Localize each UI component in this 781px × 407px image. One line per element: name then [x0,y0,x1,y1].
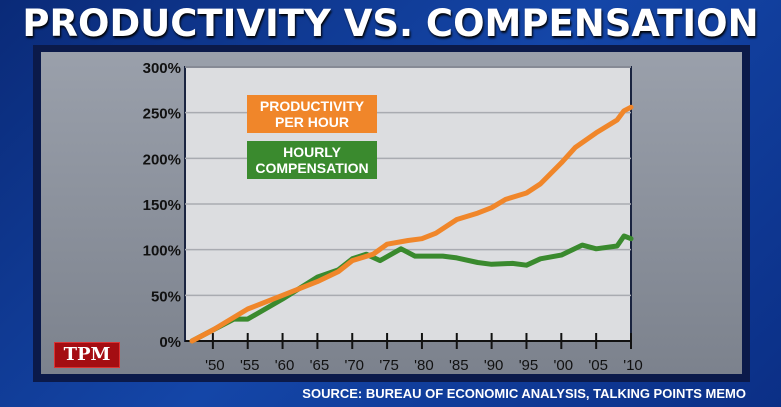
x-tick-label: '85 [449,357,469,374]
y-tick-label: 200% [143,151,181,168]
x-tick-label: '70 [344,357,364,374]
source-note: SOURCE: BUREAU OF ECONOMIC ANALYSIS, TAL… [302,386,746,401]
legend-productivity-label: PRODUCTIVITY [260,98,365,114]
legend-compensation-box [247,141,377,179]
legend-productivity-label: PER HOUR [275,114,349,130]
legend-compensation-label: HOURLY [283,144,341,160]
x-tick-label: '50 [205,357,225,374]
series-line-compensation [189,233,634,344]
chart-title: PRODUCTIVITY VS. COMPENSATION [22,2,759,45]
x-tick-label: '75 [379,357,399,374]
y-tick-label: 150% [143,197,181,214]
legend-compensation-label: COMPENSATION [255,160,368,176]
x-tick-label: '00 [554,357,574,374]
legend-productivity-box [247,95,377,133]
y-tick-label: 100% [143,243,181,260]
y-tick-label: 250% [143,106,181,123]
x-tick-label: '10 [623,357,643,374]
x-tick-label: '55 [240,357,260,374]
x-tick-label: '80 [414,357,434,374]
x-tick-label: '90 [484,357,504,374]
tpm-logo: TPM [54,342,120,368]
x-tick-label: '65 [310,357,330,374]
series-line-productivity [189,104,634,344]
x-tick-label: '95 [519,357,539,374]
y-tick-label: 50% [151,288,181,305]
x-tick-label: '60 [275,357,295,374]
y-tick-label: 300% [143,60,181,77]
y-tick-label: 0% [159,334,181,351]
x-tick-label: '05 [588,357,608,374]
